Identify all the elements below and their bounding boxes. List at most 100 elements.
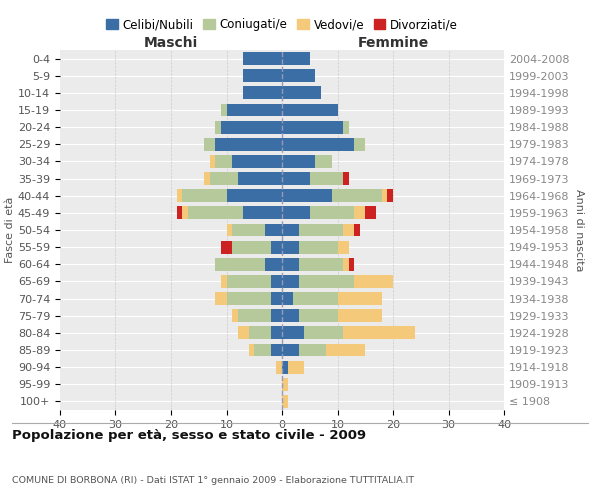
Bar [337, 292, 382, 305]
Bar [354, 224, 360, 236]
Bar [188, 206, 243, 220]
Bar [215, 120, 221, 134]
Bar [282, 155, 316, 168]
Bar [282, 275, 299, 288]
Text: COMUNE DI BORBONA (RI) - Dati ISTAT 1° gennaio 2009 - Elaborazione TUTTITALIA.IT: COMUNE DI BORBONA (RI) - Dati ISTAT 1° g… [12, 476, 414, 485]
Bar [388, 190, 393, 202]
Bar [282, 224, 299, 236]
Bar [232, 155, 282, 168]
Bar [271, 326, 282, 340]
Bar [332, 190, 382, 202]
Bar [282, 378, 287, 390]
Bar [215, 258, 265, 270]
Bar [282, 292, 293, 305]
Bar [182, 190, 227, 202]
Bar [282, 70, 316, 82]
Bar [282, 258, 299, 270]
Bar [287, 360, 304, 374]
Bar [282, 360, 287, 374]
Bar [243, 206, 282, 220]
Bar [271, 344, 282, 356]
Bar [232, 224, 265, 236]
Bar [238, 326, 249, 340]
Y-axis label: Anni di nascita: Anni di nascita [574, 188, 584, 271]
Bar [299, 275, 354, 288]
Bar [232, 240, 271, 254]
Bar [349, 258, 354, 270]
Bar [243, 52, 282, 65]
Bar [271, 292, 282, 305]
Bar [282, 52, 310, 65]
Bar [343, 326, 415, 340]
Bar [282, 172, 310, 185]
Bar [299, 310, 337, 322]
Bar [282, 206, 310, 220]
Bar [343, 120, 349, 134]
Bar [227, 104, 282, 117]
Bar [176, 206, 182, 220]
Text: Popolazione per età, sesso e stato civile - 2009: Popolazione per età, sesso e stato civil… [12, 430, 366, 442]
Bar [299, 344, 326, 356]
Bar [221, 275, 227, 288]
Bar [282, 120, 343, 134]
Bar [221, 104, 227, 117]
Bar [282, 310, 299, 322]
Bar [282, 86, 321, 100]
Bar [227, 275, 271, 288]
Bar [271, 310, 282, 322]
Bar [204, 138, 215, 150]
Bar [249, 344, 254, 356]
Bar [227, 224, 232, 236]
Bar [293, 292, 337, 305]
Bar [354, 275, 393, 288]
Legend: Celibi/Nubili, Coniugati/e, Vedovi/e, Divorziati/e: Celibi/Nubili, Coniugati/e, Vedovi/e, Di… [101, 14, 463, 36]
Bar [343, 172, 349, 185]
Bar [210, 155, 215, 168]
Bar [227, 190, 282, 202]
Bar [326, 344, 365, 356]
Bar [271, 275, 282, 288]
Bar [354, 138, 365, 150]
Bar [249, 326, 271, 340]
Bar [310, 206, 354, 220]
Bar [182, 206, 188, 220]
Bar [277, 360, 282, 374]
Bar [215, 155, 232, 168]
Bar [221, 120, 282, 134]
Text: Maschi: Maschi [144, 36, 198, 50]
Bar [243, 70, 282, 82]
Bar [382, 190, 388, 202]
Bar [343, 224, 354, 236]
Bar [215, 138, 282, 150]
Bar [282, 190, 332, 202]
Bar [282, 138, 354, 150]
Bar [176, 190, 182, 202]
Bar [316, 155, 332, 168]
Bar [243, 86, 282, 100]
Bar [232, 310, 238, 322]
Bar [337, 310, 382, 322]
Bar [282, 240, 299, 254]
Bar [299, 258, 343, 270]
Bar [310, 172, 343, 185]
Bar [238, 310, 271, 322]
Bar [282, 344, 299, 356]
Bar [221, 240, 232, 254]
Bar [299, 240, 337, 254]
Bar [227, 292, 271, 305]
Bar [265, 224, 282, 236]
Bar [204, 172, 210, 185]
Bar [254, 344, 271, 356]
Bar [265, 258, 282, 270]
Bar [365, 206, 376, 220]
Bar [271, 240, 282, 254]
Bar [354, 206, 365, 220]
Bar [282, 104, 337, 117]
Bar [238, 172, 282, 185]
Y-axis label: Fasce di età: Fasce di età [5, 197, 15, 263]
Bar [299, 224, 343, 236]
Bar [210, 172, 238, 185]
Bar [215, 292, 227, 305]
Bar [343, 258, 349, 270]
Text: Femmine: Femmine [358, 36, 428, 50]
